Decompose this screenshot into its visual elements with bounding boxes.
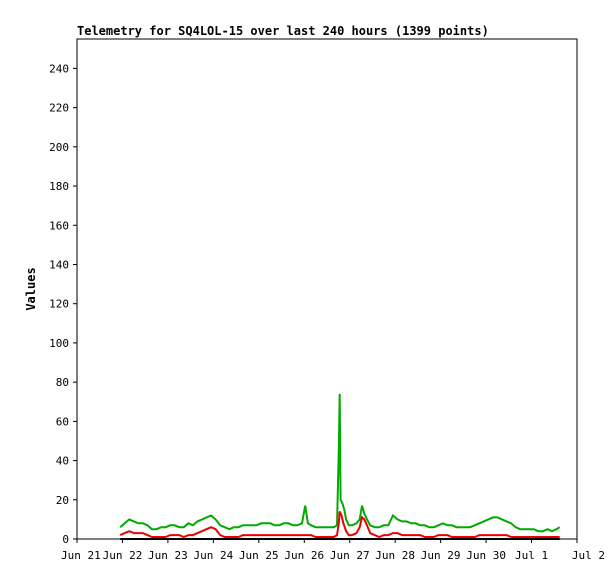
x-axis-ticks: Jun 21 Jun 22 Jun 23 Jun 24 Jun 25 Jun 26 Jun … xyxy=(61,539,605,562)
x-tick-label: Jun 28 xyxy=(375,549,415,562)
x-tick-label: Jun 25 xyxy=(239,549,279,562)
y-axis-label: Values xyxy=(24,267,38,310)
y-axis-ticks: 0 20 40 60 80 100 120 140 160 180 200 220 240 xyxy=(49,62,77,546)
y-tick-label: 60 xyxy=(56,415,69,428)
x-tick-label: Jun 21 xyxy=(61,549,101,562)
y-tick-label: 0 xyxy=(62,533,69,546)
x-tick-label: Jul 1 xyxy=(515,549,548,562)
y-tick-label: 200 xyxy=(49,141,69,154)
y-tick-label: 20 xyxy=(56,494,69,507)
x-tick-label: Jun 27 xyxy=(330,549,370,562)
x-tick-label: Jul 2 xyxy=(572,549,605,562)
series-layer xyxy=(119,393,561,540)
y-tick-label: 80 xyxy=(56,376,69,389)
series-line-2 xyxy=(119,511,560,539)
y-tick-label: 240 xyxy=(49,62,69,75)
y-tick-label: 140 xyxy=(49,258,69,271)
y-tick-label: 40 xyxy=(56,455,69,468)
y-tick-label: 120 xyxy=(49,298,69,311)
x-tick-label: Jun 29 xyxy=(421,549,461,562)
chart-title: Telemetry for SQ4LOL-15 over last 240 ho… xyxy=(77,24,489,38)
y-tick-label: 220 xyxy=(49,102,69,115)
y-tick-label: 100 xyxy=(49,337,69,350)
y-tick-label: 160 xyxy=(49,219,69,232)
x-tick-label: Jun 24 xyxy=(193,549,233,562)
x-tick-label: Jun 26 xyxy=(284,549,324,562)
y-tick-label: 180 xyxy=(49,180,69,193)
x-tick-label: Jun 22 xyxy=(103,549,143,562)
x-tick-label: Jun 23 xyxy=(148,549,188,562)
series-line-1 xyxy=(119,393,561,533)
x-tick-label: Jun 30 xyxy=(466,549,506,562)
